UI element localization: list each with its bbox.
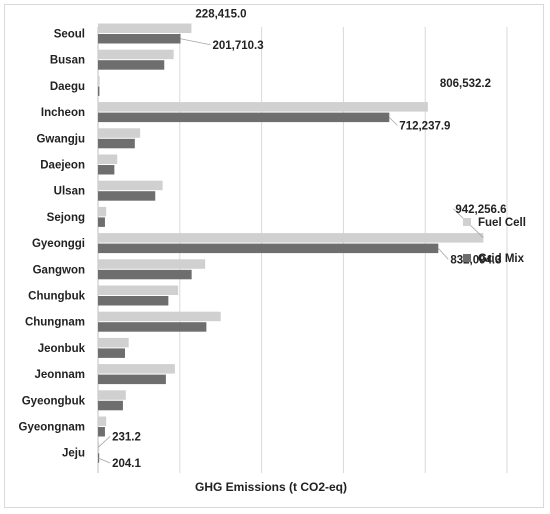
category-label: Gyeongnam xyxy=(19,422,85,434)
bar-grid-mix xyxy=(98,191,156,201)
data-label-leader xyxy=(97,436,111,448)
bar-fuel-cell xyxy=(98,390,126,400)
category-label: Jeonbuk xyxy=(38,343,86,355)
category-label: Gangwon xyxy=(33,264,85,276)
bar-fuel-cell xyxy=(98,128,141,138)
bar-grid-mix xyxy=(98,165,115,175)
category-label: Daegu xyxy=(50,81,85,93)
legend: Fuel Cell Grid Mix xyxy=(463,217,526,265)
bar-grid-mix xyxy=(98,296,169,306)
bar-fuel-cell xyxy=(98,416,107,426)
category-labels: Seoul Busan Daegu Incheon Gwangju Daejeon Ulsa… xyxy=(19,29,86,460)
category-label: Gwangju xyxy=(36,133,85,145)
bar-fuel-cell xyxy=(98,233,484,243)
legend-label: Fuel Cell xyxy=(478,217,526,229)
data-label: 231.2 xyxy=(112,431,141,443)
bar-grid-mix xyxy=(98,34,181,44)
category-label: Seoul xyxy=(54,29,85,41)
legend-label: Grid Mix xyxy=(478,253,525,265)
data-label: 942,256.6 xyxy=(455,204,506,216)
bar-grid-mix xyxy=(98,400,123,411)
bar-fuel-cell xyxy=(98,102,428,112)
bar-grid-mix xyxy=(98,374,166,385)
bar-grid-mix xyxy=(98,86,100,96)
bar-fuel-cell xyxy=(98,311,221,322)
bar-fuel-cell xyxy=(98,285,179,295)
bars xyxy=(98,23,484,463)
legend-swatch xyxy=(463,254,471,262)
category-label: Chungnam xyxy=(25,317,85,329)
x-axis-title: GHG Emissions (t CO2-eq) xyxy=(195,480,347,494)
bar-fuel-cell xyxy=(98,364,175,374)
bar-fuel-cell xyxy=(98,23,192,33)
bar-grid-mix xyxy=(98,348,125,358)
data-label-leader xyxy=(438,248,449,260)
bar-chart: Seoul Busan Daegu Incheon Gwangju Daejeon Ulsa… xyxy=(19,8,526,494)
legend-swatch xyxy=(463,218,471,226)
data-label-leader xyxy=(389,117,398,126)
bar-grid-mix xyxy=(98,112,390,123)
bar-fuel-cell xyxy=(98,337,129,348)
data-label-leader xyxy=(180,38,211,46)
category-label: Jeonnam xyxy=(35,369,86,381)
bar-grid-mix xyxy=(98,243,439,254)
bar-fuel-cell xyxy=(98,206,107,217)
data-label: 201,710.3 xyxy=(212,40,263,52)
category-label: Gyeongbuk xyxy=(22,395,86,407)
bar-fuel-cell xyxy=(98,49,174,60)
bar-fuel-cell xyxy=(98,259,206,269)
bar-grid-mix xyxy=(98,138,135,149)
data-label: 806,532.2 xyxy=(440,78,491,90)
data-label: 712,237.9 xyxy=(399,120,450,132)
category-label: Busan xyxy=(50,55,85,67)
category-label: Daejeon xyxy=(40,160,85,172)
category-label: Chungbuk xyxy=(28,291,85,303)
bar-grid-mix xyxy=(98,322,207,332)
category-label: Gyeonggi xyxy=(32,238,85,250)
bar-grid-mix xyxy=(98,217,105,227)
category-label: Incheon xyxy=(41,107,85,119)
data-label: 228,415.0 xyxy=(195,8,246,20)
bar-fuel-cell xyxy=(98,180,163,191)
chart-frame: Seoul Busan Daegu Incheon Gwangju Daejeon Ulsa… xyxy=(4,4,544,508)
bar-grid-mix xyxy=(98,269,192,280)
data-label-leader xyxy=(97,457,111,464)
category-label: Sejong xyxy=(47,212,85,224)
data-label: 204.1 xyxy=(112,458,141,470)
bar-fuel-cell xyxy=(98,154,118,164)
bar-grid-mix xyxy=(98,60,165,70)
category-label: Jeju xyxy=(62,448,85,460)
bar-grid-mix xyxy=(98,427,105,437)
category-label: Ulsan xyxy=(54,186,85,198)
bar-fuel-cell xyxy=(98,75,100,86)
